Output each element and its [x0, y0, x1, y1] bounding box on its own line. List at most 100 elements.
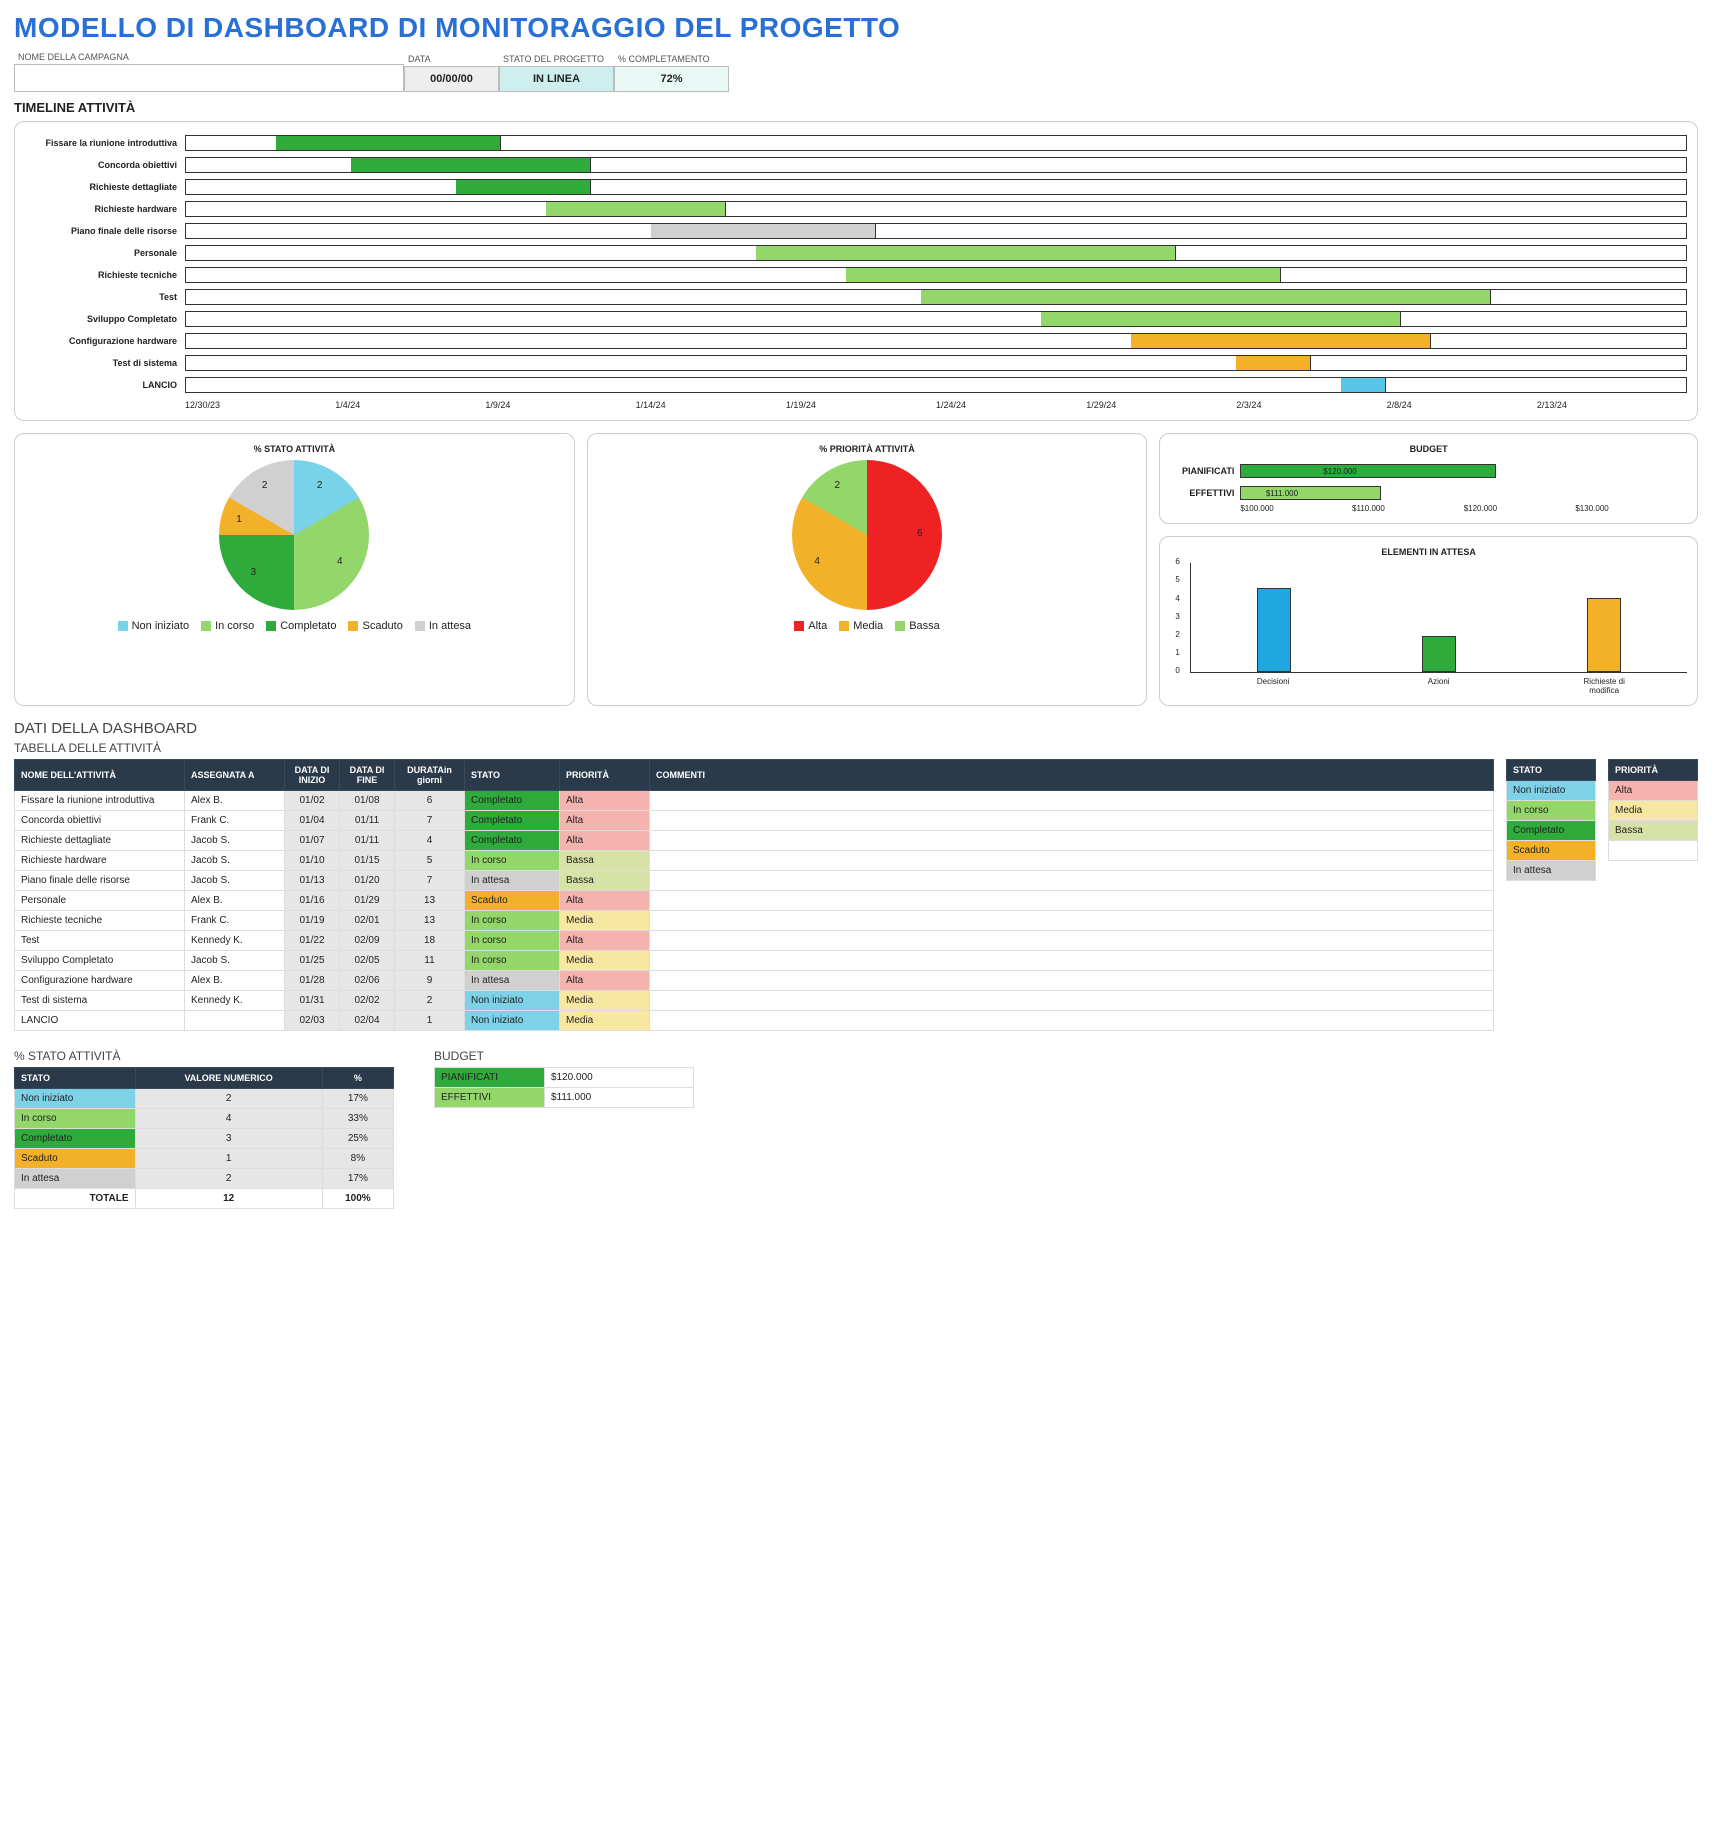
prio-legend-table: PRIORITÀAltaMediaBassa: [1608, 759, 1698, 861]
task-cell: [185, 1011, 285, 1031]
pending-ytick: 1: [1175, 648, 1179, 657]
gantt-tick: 2/8/24: [1387, 400, 1537, 410]
status-pie-title: % STATO ATTIVITÀ: [25, 444, 564, 454]
gantt-row-label: Configurazione hardware: [25, 336, 185, 346]
header-row: NOME DELLA CAMPAGNA DATA 00/00/00 STATO …: [14, 50, 1698, 92]
task-cell: 18: [395, 931, 465, 951]
summary-total-pct: 100%: [322, 1189, 393, 1209]
gantt-bar: [546, 202, 726, 216]
gantt-row: Test di sistema: [25, 352, 1687, 374]
task-cell: In corso: [465, 931, 560, 951]
gantt-track: [185, 267, 1687, 283]
summary-num: 4: [135, 1109, 322, 1129]
stato-leg-th: STATO: [1507, 760, 1596, 781]
task-cell: LANCIO: [15, 1011, 185, 1031]
task-cell: Test: [15, 931, 185, 951]
pct-label: % COMPLETAMENTO: [614, 52, 729, 66]
status-pie-panel: % STATO ATTIVITÀ 24312 Non iniziatoIn co…: [14, 433, 575, 706]
pie-value-label: 2: [262, 480, 268, 491]
table-row[interactable]: Test di sistemaKennedy K.01/3102/022Non …: [15, 991, 1494, 1011]
gantt-row: LANCIO: [25, 374, 1687, 396]
table-row[interactable]: LANCIO02/0302/041Non iniziatoMedia: [15, 1011, 1494, 1031]
summary-th: %: [322, 1068, 393, 1089]
status-value[interactable]: IN LINEA: [499, 66, 614, 92]
table-row[interactable]: Piano finale delle risorseJacob S.01/130…: [15, 871, 1494, 891]
table-row[interactable]: Richieste dettagliateJacob S.01/0701/114…: [15, 831, 1494, 851]
budget-chart-title: BUDGET: [1170, 444, 1687, 454]
pending-bar: [1587, 598, 1621, 672]
legend-item: In corso: [201, 620, 254, 632]
budget-tick: $120.000: [1464, 504, 1576, 513]
summary-th: STATO: [15, 1068, 136, 1089]
prio-leg-cell: Media: [1609, 801, 1698, 821]
task-cell: In corso: [465, 851, 560, 871]
task-cell: In corso: [465, 951, 560, 971]
priority-pie-legend: AltaMediaBassa: [598, 620, 1137, 632]
gantt-bar: [1041, 312, 1401, 326]
table-row: PIANIFICATI$120.000: [435, 1068, 694, 1088]
dashboard-data-title: DATI DELLA DASHBOARD: [14, 720, 1698, 737]
task-cell: Alta: [560, 831, 650, 851]
gantt-track: [185, 223, 1687, 239]
task-cell: Alta: [560, 891, 650, 911]
task-cell: Alta: [560, 811, 650, 831]
gantt-row: Richieste dettagliate: [25, 176, 1687, 198]
date-label: DATA: [404, 52, 499, 66]
table-row[interactable]: Configurazione hardwareAlex B.01/2802/06…: [15, 971, 1494, 991]
task-cell: Bassa: [560, 851, 650, 871]
summary-total-label: TOTALE: [15, 1189, 136, 1209]
task-cell: [650, 911, 1494, 931]
task-cell: [650, 971, 1494, 991]
table-row[interactable]: Fissare la riunione introduttivaAlex B.0…: [15, 791, 1494, 811]
gantt-row-label: Richieste tecniche: [25, 270, 185, 280]
budget-bar: [1240, 464, 1495, 478]
table-row[interactable]: Concorda obiettiviFrank C.01/0401/117Com…: [15, 811, 1494, 831]
table-row[interactable]: Sviluppo CompletatoJacob S.01/2502/0511I…: [15, 951, 1494, 971]
gantt-row: Piano finale delle risorse: [25, 220, 1687, 242]
table-row: EFFETTIVI$111.000: [435, 1088, 694, 1108]
pending-bar-label: Decisioni: [1243, 677, 1303, 695]
task-cell: [650, 951, 1494, 971]
legend-item: Scaduto: [348, 620, 402, 632]
summary-label: In attesa: [15, 1169, 136, 1189]
table-row: In corso433%: [15, 1109, 394, 1129]
task-cell: 02/06: [340, 971, 395, 991]
table-row[interactable]: Richieste hardwareJacob S.01/1001/155In …: [15, 851, 1494, 871]
date-value[interactable]: 00/00/00: [404, 66, 499, 92]
stato-leg-cell: In corso: [1507, 801, 1596, 821]
gantt-row-label: Richieste hardware: [25, 204, 185, 214]
gantt-track: [185, 289, 1687, 305]
budget-row-value: $120.000: [545, 1068, 694, 1088]
table-row[interactable]: Richieste tecnicheFrank C.01/1902/0113In…: [15, 911, 1494, 931]
summary-num: 2: [135, 1169, 322, 1189]
priority-pie-panel: % PRIORITÀ ATTIVITÀ 642 AltaMediaBassa: [587, 433, 1148, 706]
summary-total-num: 12: [135, 1189, 322, 1209]
table-row[interactable]: TestKennedy K.01/2202/0918In corsoAlta: [15, 931, 1494, 951]
task-th: DURATAin giorni: [395, 760, 465, 791]
task-th: NOME DELL'ATTIVITÀ: [15, 760, 185, 791]
summary-label: Scaduto: [15, 1149, 136, 1169]
pending-chart-panel: ELEMENTI IN ATTESA 0123456DecisioniAzion…: [1159, 536, 1698, 706]
summary-pct: 17%: [322, 1169, 393, 1189]
task-cell: Alta: [560, 931, 650, 951]
task-cell: [650, 1011, 1494, 1031]
gantt-bar: [1131, 334, 1431, 348]
gantt-row: Configurazione hardware: [25, 330, 1687, 352]
gantt-tick: 1/9/24: [485, 400, 635, 410]
summary-pct: 25%: [322, 1129, 393, 1149]
task-cell: Alta: [560, 971, 650, 991]
summary-pct: 8%: [322, 1149, 393, 1169]
task-cell: [650, 851, 1494, 871]
summary-pct: 17%: [322, 1089, 393, 1109]
campaign-value[interactable]: [14, 64, 404, 92]
budget-bar-value: $120.000: [1323, 464, 1356, 478]
pending-chart-title: ELEMENTI IN ATTESA: [1170, 547, 1687, 557]
task-cell: Scaduto: [465, 891, 560, 911]
gantt-bar: [1341, 378, 1386, 392]
task-cell: Jacob S.: [185, 951, 285, 971]
task-cell: Concorda obiettivi: [15, 811, 185, 831]
priority-pie-title: % PRIORITÀ ATTIVITÀ: [598, 444, 1137, 454]
stato-leg-cell: Non iniziato: [1507, 781, 1596, 801]
table-row[interactable]: PersonaleAlex B.01/1601/2913ScadutoAlta: [15, 891, 1494, 911]
task-cell: 01/08: [340, 791, 395, 811]
